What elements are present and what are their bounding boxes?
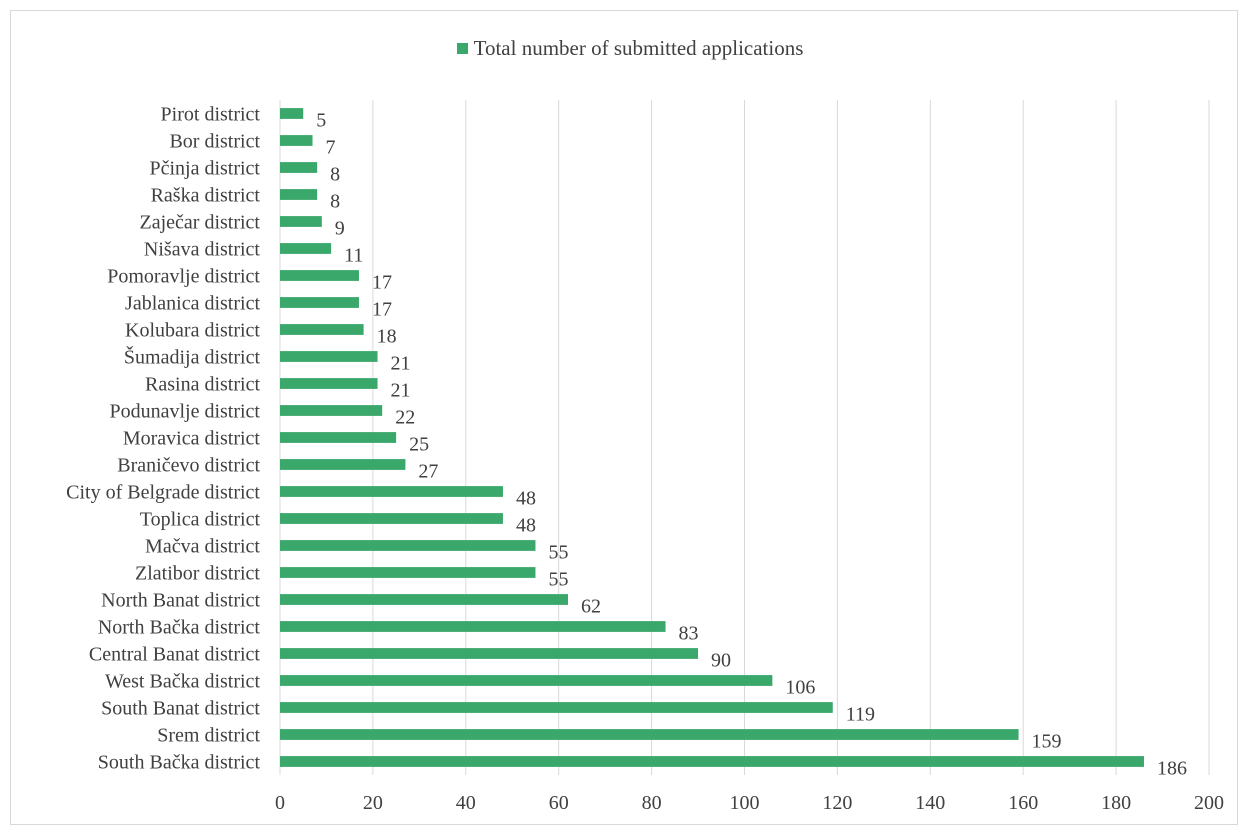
data-label: 62 (581, 596, 601, 618)
category-label: Srem district (157, 725, 260, 747)
category-label: North Bačka district (98, 617, 261, 639)
bar (280, 756, 1144, 767)
bar (280, 216, 322, 227)
category-label: North Banat district (101, 590, 260, 612)
data-label: 7 (326, 137, 336, 159)
data-label: 83 (679, 623, 699, 645)
bar (280, 621, 666, 632)
category-label: Bor district (169, 131, 260, 153)
category-label: Moravica district (123, 428, 261, 450)
bar (280, 567, 536, 578)
bar (280, 162, 318, 173)
data-label: 21 (391, 353, 411, 375)
category-label: Pirot district (161, 104, 261, 126)
x-tick-label: 80 (642, 792, 662, 814)
data-label: 159 (1032, 731, 1062, 753)
category-label: Šumadija district (124, 345, 261, 369)
data-label: 9 (335, 218, 345, 240)
bar (280, 648, 699, 659)
bar (280, 459, 406, 470)
data-label: 55 (548, 542, 568, 564)
bar (280, 108, 304, 119)
category-label: Pomoravlje district (107, 266, 260, 288)
bar (280, 432, 397, 443)
data-label: 48 (516, 488, 536, 510)
category-label: Zaječar district (140, 212, 261, 234)
legend: Total number of submitted applications (0, 36, 1240, 61)
bar (280, 702, 833, 713)
bar (280, 486, 503, 497)
data-label: 8 (330, 191, 340, 213)
bar (280, 405, 383, 416)
x-tick-label: 140 (915, 792, 945, 814)
x-tick-label: 60 (549, 792, 569, 814)
data-label: 21 (391, 380, 411, 402)
category-label: Pčinja district (149, 158, 260, 180)
x-tick-label: 160 (1008, 792, 1038, 814)
category-label: Toplica district (140, 509, 261, 531)
bar (280, 324, 364, 335)
bar (280, 513, 503, 524)
category-label: Jablanica district (125, 293, 260, 315)
data-label: 18 (377, 326, 397, 348)
x-tick-label: 180 (1101, 792, 1131, 814)
data-label: 17 (372, 299, 392, 321)
data-label: 22 (395, 407, 415, 429)
legend-label: Total number of submitted applications (473, 36, 804, 60)
x-tick-label: 20 (363, 792, 383, 814)
data-label: 5 (316, 110, 326, 132)
data-label: 11 (344, 245, 363, 267)
bar (280, 540, 536, 551)
chart-frame (10, 10, 1238, 825)
data-label: 186 (1157, 758, 1187, 780)
data-label: 25 (409, 434, 429, 456)
category-label: Braničevo district (117, 455, 260, 477)
x-tick-label: 200 (1194, 792, 1224, 814)
category-label: Zlatibor district (135, 563, 260, 585)
x-tick-label: 100 (730, 792, 760, 814)
bar (280, 594, 568, 605)
category-label: Central Banat district (89, 644, 261, 666)
data-label: 17 (372, 272, 392, 294)
category-label: Raška district (151, 185, 261, 207)
category-label: Nišava district (144, 239, 261, 261)
bar (280, 189, 318, 200)
bar (280, 729, 1019, 740)
data-label: 27 (418, 461, 438, 483)
category-label: West Bačka district (105, 671, 260, 693)
data-label: 48 (516, 515, 536, 537)
data-label: 90 (711, 650, 731, 672)
x-tick-label: 0 (275, 792, 285, 814)
category-label: City of Belgrade district (66, 482, 260, 504)
data-label: 8 (330, 164, 340, 186)
data-label: 55 (548, 569, 568, 591)
bar (280, 270, 359, 281)
bar (280, 297, 359, 308)
x-tick-label: 40 (456, 792, 476, 814)
category-label: Mačva district (145, 536, 260, 558)
data-label: 106 (785, 677, 815, 699)
bar (280, 675, 773, 686)
bar (280, 378, 378, 389)
category-label: Rasina district (145, 374, 260, 396)
legend-swatch (456, 43, 468, 54)
category-label: Kolubara district (125, 320, 260, 342)
bar (280, 351, 378, 362)
category-label: South Bačka district (98, 752, 261, 774)
bar (280, 135, 313, 146)
bar (280, 243, 332, 254)
category-label: Podunavlje district (109, 401, 260, 423)
data-label: 119 (846, 704, 875, 726)
x-tick-label: 120 (822, 792, 852, 814)
category-label: South Banat district (101, 698, 260, 720)
